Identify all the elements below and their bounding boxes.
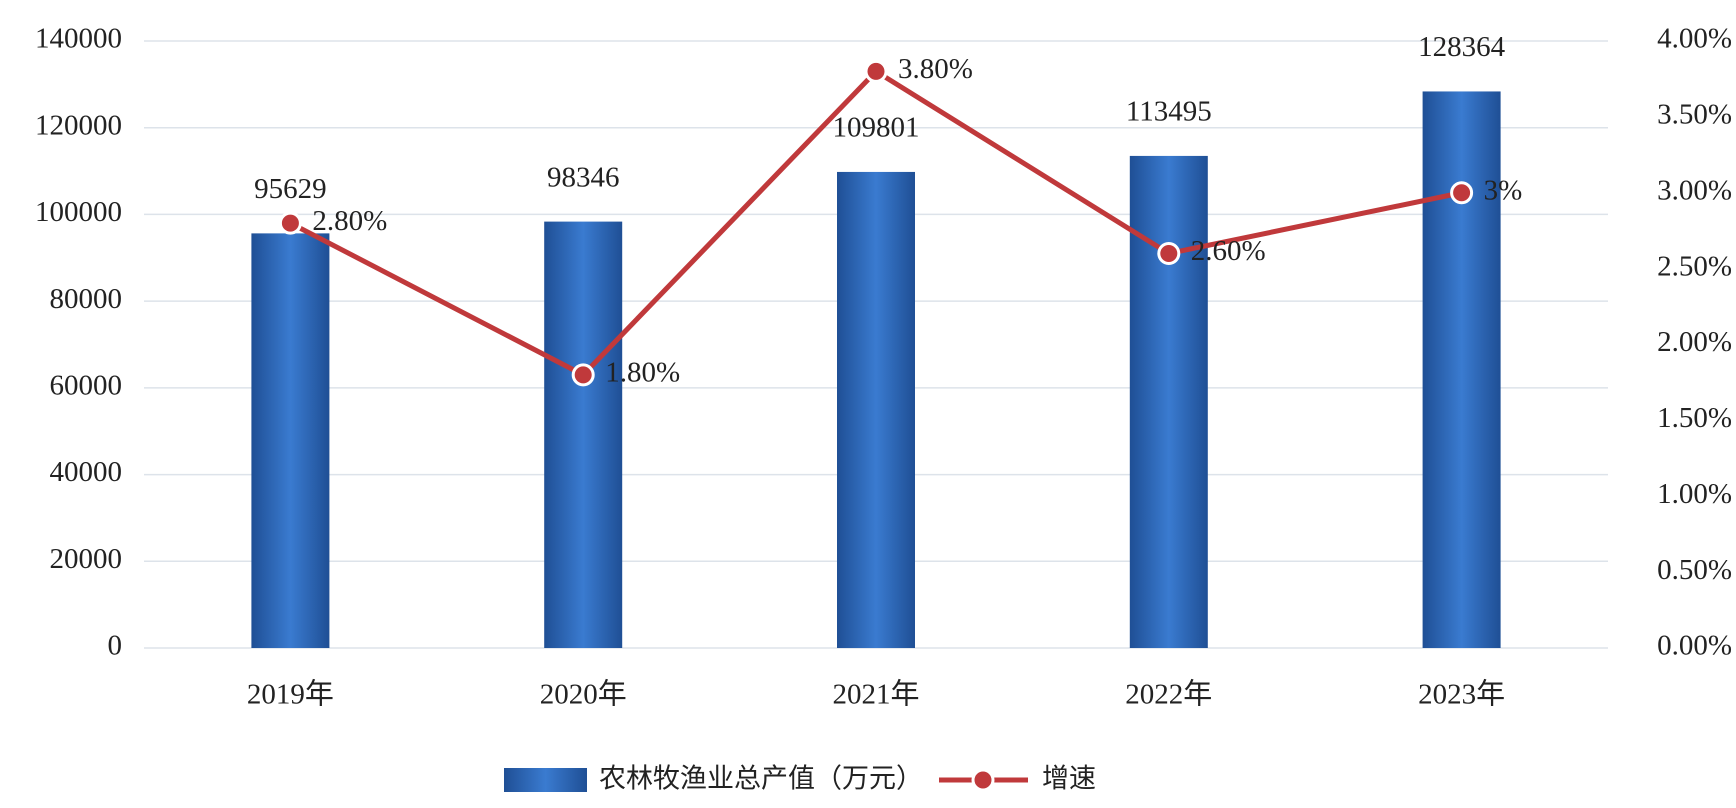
line-value-label: 3.80% [898,53,973,85]
legend-swatch-marker [971,768,995,792]
y-tick-label: 80000 [50,283,123,315]
y2-tick-label: 2.50% [1657,250,1732,282]
y2-tick-label: 0.50% [1657,554,1732,586]
bar [1129,155,1208,649]
y-tick-label: 20000 [50,543,123,575]
y-tick-label: 100000 [35,196,122,228]
x-tick-label: 2019年 [247,678,334,711]
line-value-label: 3% [1484,174,1523,206]
line-value-label: 1.80% [605,357,680,389]
y2-tick-label: 2.00% [1657,326,1732,358]
y-tick-label: 120000 [35,109,122,141]
y-tick-label: 0 [108,630,123,662]
line-marker [864,59,888,83]
line-value-label: 2.60% [1191,235,1266,267]
line-marker [278,211,302,235]
bar [837,171,915,648]
legend-swatch [504,768,587,792]
x-tick-label: 2022年 [1125,678,1212,711]
x-tick-label: 2021年 [832,678,919,711]
y2-tick-label: 3.50% [1657,99,1732,131]
y2-tick-label: 0.00% [1657,630,1732,662]
y-tick-label: 140000 [35,23,122,55]
bar [251,233,330,648]
bar-value-label: 98346 [547,161,620,193]
bar-value-label: 109801 [833,112,920,144]
bar-value-label: 113495 [1126,96,1212,128]
y-tick-label: 60000 [50,370,123,402]
y2-tick-label: 1.00% [1657,478,1732,510]
line-value-label: 2.80% [312,205,387,237]
bar-value-label: 128364 [1418,31,1506,63]
x-tick-label: 2023年 [1418,678,1505,711]
legend-label: 农林牧渔业总产值（万元） [599,764,923,795]
y2-tick-label: 1.50% [1657,402,1732,434]
bar [544,221,623,648]
y-tick-label: 40000 [50,456,123,488]
line-marker [1450,181,1474,205]
line-marker [571,363,595,387]
line-marker [1157,241,1181,265]
y2-tick-label: 4.00% [1657,23,1732,55]
bar-value-label: 95629 [254,173,327,205]
y2-tick-label: 3.00% [1657,174,1732,206]
x-tick-label: 2020年 [540,678,627,711]
legend-label: 增速 [1042,764,1096,795]
